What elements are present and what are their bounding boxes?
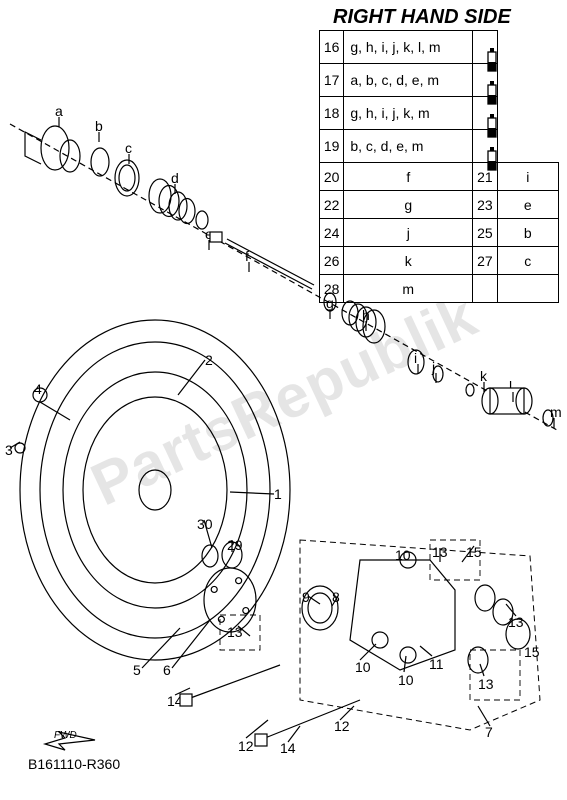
- fwd-label: FWD: [54, 730, 77, 741]
- page-root: { "title": { "text": "RIGHT HAND SIDE", …: [0, 0, 567, 800]
- diagram: FWD: [0, 0, 567, 800]
